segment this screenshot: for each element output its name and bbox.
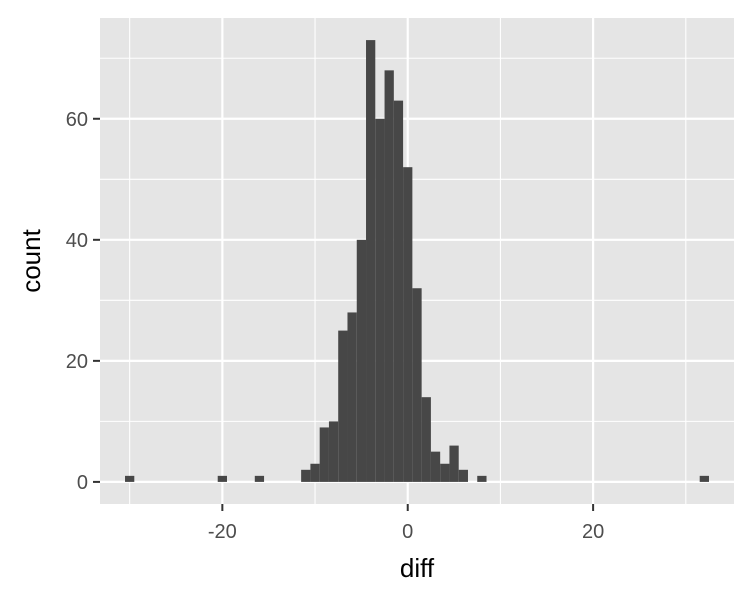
histogram-bar bbox=[366, 40, 376, 482]
histogram-bar bbox=[375, 118, 385, 482]
bars bbox=[125, 40, 709, 482]
histogram-bar bbox=[319, 427, 329, 482]
x-tick-label: -20 bbox=[208, 521, 237, 543]
histogram-bar bbox=[477, 475, 487, 482]
y-tick-label: 60 bbox=[66, 109, 88, 131]
histogram-bar bbox=[356, 239, 367, 482]
y-tick-label: 0 bbox=[77, 472, 88, 494]
x-axis-ticks: -20 0 20 bbox=[208, 504, 604, 543]
histogram-bar bbox=[338, 330, 348, 482]
histogram-bar bbox=[384, 70, 394, 482]
histogram-bar bbox=[125, 475, 135, 482]
histogram-bar bbox=[699, 475, 709, 482]
y-axis-title: count bbox=[16, 228, 46, 292]
histogram-bar bbox=[440, 463, 450, 482]
y-axis-ticks: 0 20 40 60 bbox=[66, 109, 100, 494]
histogram-bar bbox=[421, 397, 431, 482]
histogram-bar bbox=[458, 469, 468, 482]
histogram-bar bbox=[217, 475, 227, 482]
histogram-bar bbox=[310, 463, 320, 482]
y-tick-label: 40 bbox=[66, 230, 88, 252]
histogram-bar bbox=[254, 475, 265, 482]
histogram-bar bbox=[403, 167, 413, 482]
x-axis-title: diff bbox=[400, 553, 435, 583]
x-tick-label: 0 bbox=[402, 521, 413, 543]
y-tick-label: 20 bbox=[66, 351, 88, 373]
histogram-bar bbox=[430, 451, 441, 482]
x-tick-label: 20 bbox=[582, 521, 604, 543]
histogram-bar bbox=[412, 288, 422, 482]
histogram-bar bbox=[347, 312, 357, 482]
histogram-bar bbox=[328, 421, 339, 482]
histogram-bar bbox=[393, 100, 404, 482]
histogram-bar bbox=[301, 469, 311, 482]
histogram-bar bbox=[449, 445, 459, 482]
